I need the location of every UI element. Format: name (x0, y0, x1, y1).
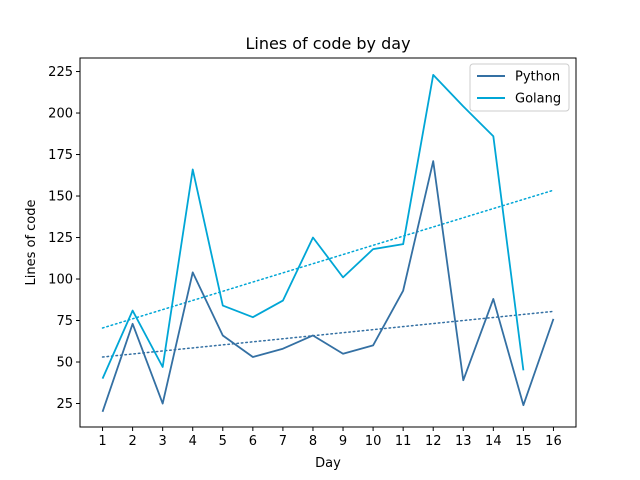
trend-line-golang (101, 189, 555, 329)
x-tick-label: 8 (309, 434, 317, 449)
y-tick-label: 225 (48, 65, 73, 80)
x-tick-label: 14 (485, 434, 502, 449)
x-tick-label: 13 (455, 434, 472, 449)
x-axis: 1 2 3 4 5 6 7 8 9 10 11 12 13 14 15 16 (98, 427, 562, 449)
x-tick-label: 3 (159, 434, 167, 449)
x-tick-label: 2 (128, 434, 136, 449)
x-tick-label: 7 (279, 434, 287, 449)
y-tick-label: 25 (56, 397, 73, 412)
series-line-python (101, 160, 555, 413)
legend-label-golang: Golang (515, 92, 561, 107)
trend-lines (101, 189, 555, 358)
y-tick-label: 175 (48, 148, 73, 163)
x-tick-label: 1 (98, 434, 106, 449)
y-tick-label: 75 (56, 314, 73, 329)
series-lines (101, 73, 555, 413)
y-axis: 25 50 75 100 125 150 175 200 225 (48, 65, 80, 412)
x-axis-title: Day (315, 456, 341, 471)
legend-label-python: Python (515, 70, 560, 85)
trend-line-python (101, 310, 555, 358)
x-tick-label: 12 (425, 434, 442, 449)
y-axis-title: Lines of code (24, 199, 39, 285)
legend: Python Golang (469, 63, 570, 112)
x-tick-label: 10 (365, 434, 382, 449)
y-tick-label: 150 (48, 190, 73, 205)
x-tick-label: 5 (219, 434, 227, 449)
y-tick-label: 200 (48, 107, 73, 122)
y-tick-label: 125 (48, 231, 73, 246)
x-tick-label: 4 (189, 434, 197, 449)
y-tick-label: 100 (48, 273, 73, 288)
x-tick-label: 16 (545, 434, 562, 449)
y-tick-label: 50 (56, 356, 73, 371)
plot-area (80, 58, 576, 427)
x-tick-label: 6 (249, 434, 257, 449)
x-tick-label: 11 (395, 434, 412, 449)
x-tick-label: 9 (339, 434, 347, 449)
x-tick-label: 15 (515, 434, 532, 449)
plot-frame (79, 57, 577, 428)
chart-title: Lines of code by day (245, 34, 410, 53)
